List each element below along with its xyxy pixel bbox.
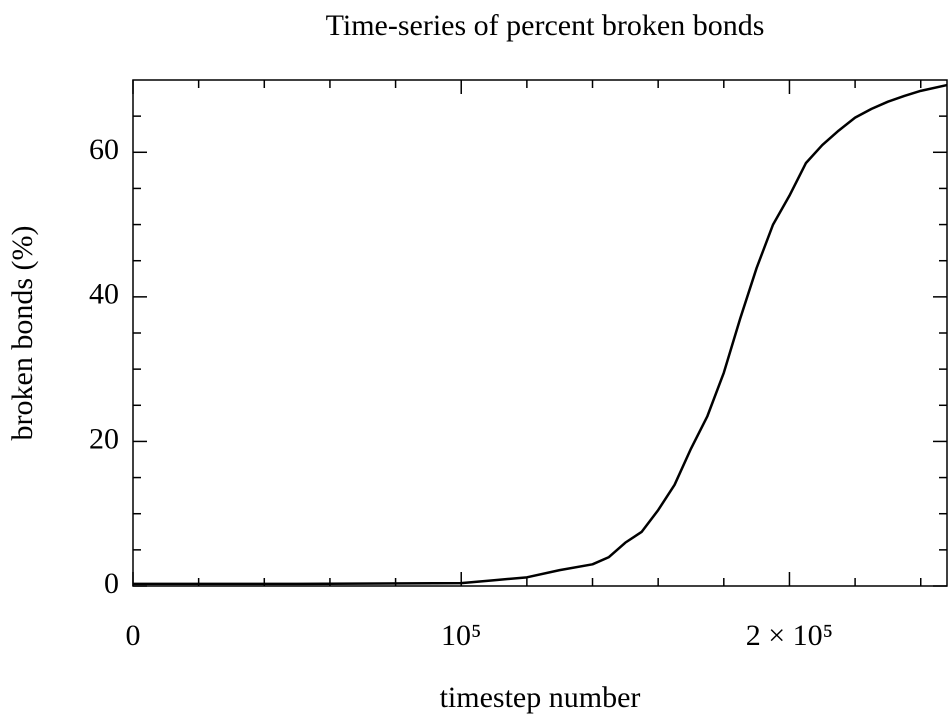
y-tick-label: 0: [104, 567, 119, 600]
y-tick-label: 40: [89, 278, 119, 311]
x-tick-label: 2 × 10⁵: [746, 619, 833, 652]
x-tick-label: 10⁵: [441, 619, 481, 652]
x-axis-label: timestep number: [440, 681, 641, 714]
y-axis-label: broken bonds (%): [6, 226, 39, 441]
y-tick-label: 60: [89, 133, 119, 166]
x-tick-label: 0: [126, 619, 141, 652]
data-line: [133, 83, 948, 586]
chart-title: Time-series of percent broken bonds: [326, 9, 765, 42]
plot-frame: [132, 79, 948, 587]
y-tick-label: 20: [89, 422, 119, 455]
